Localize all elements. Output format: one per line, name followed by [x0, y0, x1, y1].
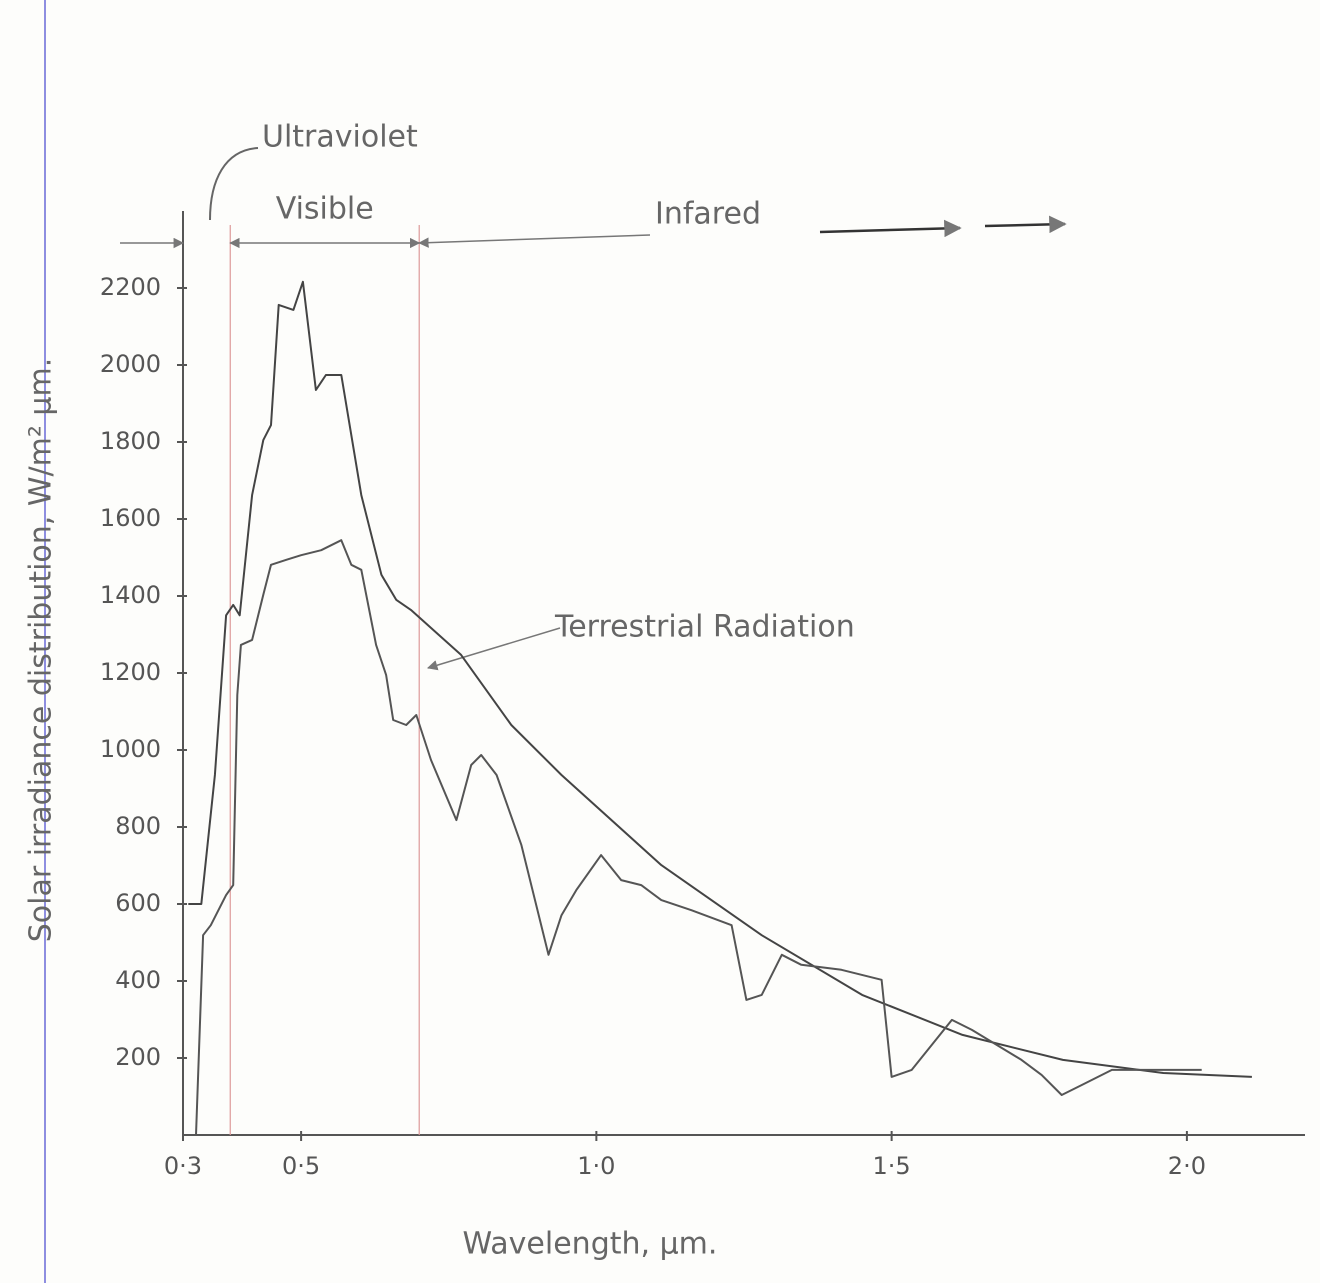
y-tick-label: 1000: [100, 735, 161, 763]
y-tick-label: 1800: [100, 427, 161, 455]
y-tick-label: 400: [115, 966, 161, 994]
region-label: Visible: [276, 192, 374, 227]
annotation: Ultraviolet: [262, 120, 418, 155]
region-arrow: [819, 219, 962, 238]
annotation-curve: [209, 147, 259, 221]
y-axis-label: Solar irradiance distribution, W/m² µm.: [24, 358, 59, 943]
series-line: [195, 539, 1202, 1136]
y-tick-label: 1600: [100, 504, 161, 532]
x-axis-label: Wavelength, µm.: [463, 1227, 718, 1262]
y-tick-label: 1200: [100, 658, 161, 686]
y-tick-label: 1400: [100, 581, 161, 609]
y-tick-label: 200: [115, 1043, 161, 1071]
x-tick-label: 1·0: [577, 1152, 615, 1180]
x-tick-label: 1·5: [873, 1152, 911, 1180]
x-tick-label: 0·3: [164, 1152, 202, 1180]
annotation: Terrestrial Radiation: [554, 610, 855, 645]
y-tick-label: 800: [115, 812, 161, 840]
region-arrow: [418, 234, 651, 248]
region-label: Infared: [655, 197, 761, 232]
region-arrow: [984, 215, 1067, 234]
series-line: [188, 280, 1252, 1078]
x-tick-label: 0·5: [282, 1152, 320, 1180]
x-tick-label: 2·0: [1168, 1152, 1206, 1180]
annotation-arrow: [426, 627, 561, 671]
y-tick-label: 2200: [100, 273, 161, 301]
y-tick-label: 600: [115, 889, 161, 917]
y-tick-label: 2000: [100, 350, 161, 378]
